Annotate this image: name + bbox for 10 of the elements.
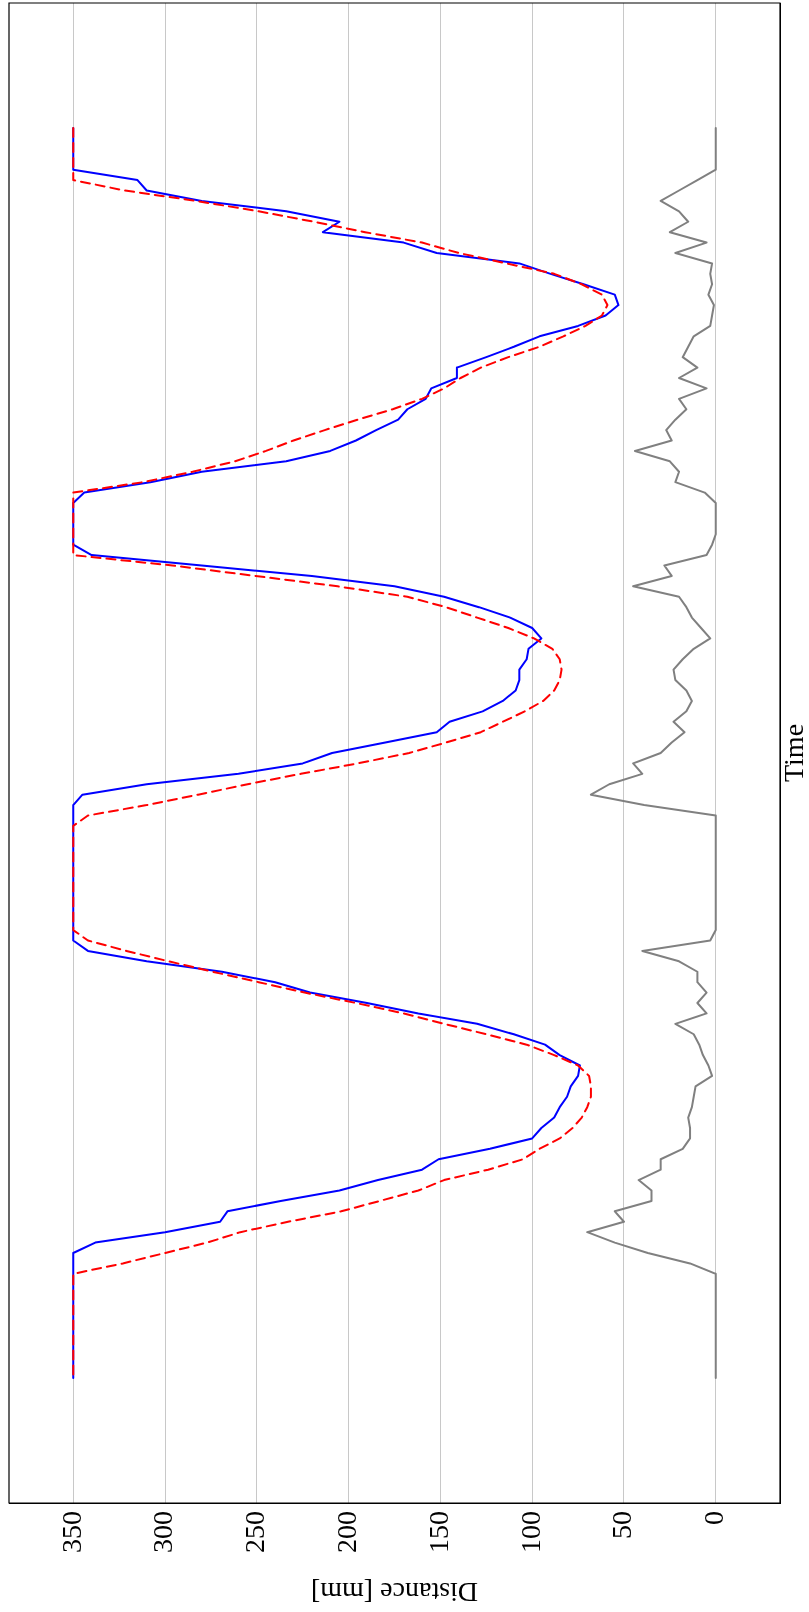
y-axis-title: Time: [778, 723, 809, 783]
x-tick-label: 50: [606, 1511, 638, 1539]
x-tick-label: 0: [698, 1511, 730, 1525]
x-tick-label: 300: [147, 1511, 179, 1553]
x-tick-label: 200: [330, 1511, 362, 1553]
x-tick-label: 100: [514, 1511, 546, 1553]
x-tick-label: 250: [239, 1511, 271, 1553]
x-axis-title: Distance [mm]: [310, 1576, 479, 1608]
x-tick-label: 150: [422, 1511, 454, 1553]
x-tick-label: 350: [55, 1511, 87, 1553]
